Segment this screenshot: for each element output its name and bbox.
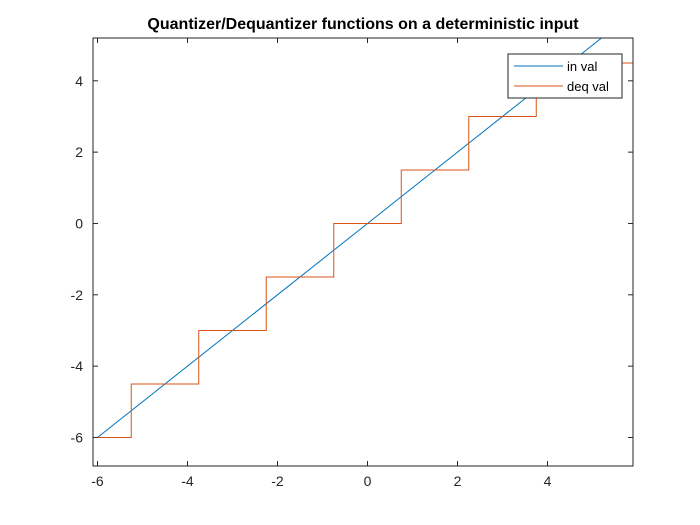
y-tick-label: -2: [71, 287, 84, 303]
chart-title: Quantizer/Dequantizer functions on a det…: [147, 16, 579, 33]
x-tick-label: -2: [271, 473, 284, 489]
legend[interactable]: in val deq val: [507, 53, 623, 99]
legend-box: [507, 53, 623, 99]
series-layer: [97, 38, 633, 438]
y-tick-label: -4: [71, 358, 84, 374]
series-line-in-val: [97, 38, 602, 438]
axes-box: [92, 37, 634, 467]
y-tick-label: 4: [75, 73, 83, 89]
plot-background: [93, 38, 633, 466]
legend-label: deq val: [567, 79, 609, 94]
x-tick-label: 2: [454, 473, 462, 489]
legend-label: in val: [567, 59, 597, 74]
axes-layer: [92, 37, 634, 467]
x-tick-label: 0: [364, 473, 372, 489]
y-tick-label: 2: [75, 144, 83, 160]
series-line-deq-val: [97, 62, 633, 438]
x-tick-label: -4: [181, 473, 194, 489]
y-tick-label: -6: [71, 429, 84, 445]
x-tick-label: 4: [544, 473, 552, 489]
x-tick-label: -6: [91, 473, 104, 489]
ticks-layer: -6 -4 -2 0 2 4 -6 -4 -2 0 2 4: [71, 38, 633, 489]
y-tick-label: 0: [75, 215, 83, 231]
